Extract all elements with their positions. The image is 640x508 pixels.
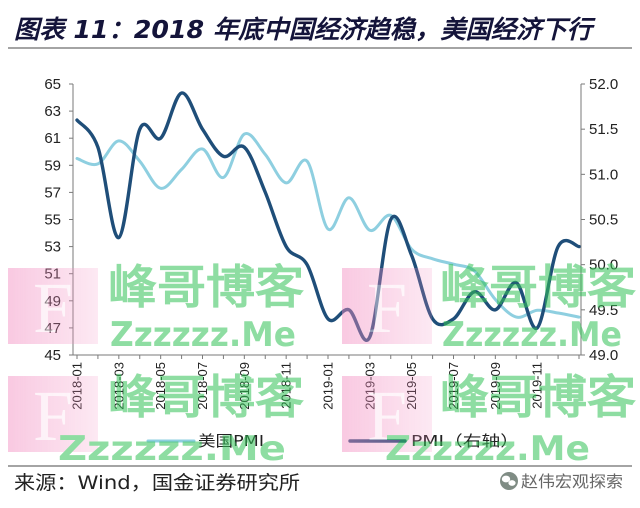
y-right-tick-label: 49.0 — [589, 347, 618, 364]
us-pmi-point — [430, 256, 435, 261]
pmi-right-axis-point — [409, 253, 414, 258]
y-right-tick-label: 51.5 — [589, 121, 618, 138]
watermark-letter: F — [33, 268, 73, 348]
watermark-text: 峰哥博客 — [108, 260, 304, 314]
y-right-tick-label: 51.0 — [589, 166, 618, 183]
x-tick-label: 2019-09 — [488, 362, 503, 410]
brand: 赵伟宏观探索 — [500, 472, 623, 491]
x-tick-label: 2019-01 — [321, 362, 336, 410]
watermark: F 峰哥博客 Zzzzzz.Me — [342, 370, 636, 469]
watermark-site: Zzzzzz.Me — [442, 315, 622, 355]
us-pmi-point — [116, 138, 121, 143]
pmi-right-axis-point — [179, 91, 184, 96]
pmi-right-axis-point — [284, 244, 289, 249]
watermark-letter: F — [367, 376, 407, 456]
pmi-right-axis-point — [116, 235, 121, 240]
pmi-right-axis-point — [263, 190, 268, 195]
axes-layer: 454749515355575961636549.049.550.050.551… — [44, 76, 618, 410]
us-pmi-point — [95, 161, 100, 166]
x-tick-label: 2018-09 — [237, 362, 252, 410]
pmi-right-axis-point — [577, 244, 582, 249]
legend: 美国PMI PMI（右轴） — [146, 432, 519, 450]
pmi-right-axis-point — [137, 127, 142, 132]
watermark-text: 峰哥博客 — [440, 260, 636, 314]
pmi-right-axis-point — [556, 244, 561, 249]
x-tick-label: 2018-07 — [195, 362, 210, 410]
pmi-right-axis-point — [326, 316, 331, 321]
y-left-tick-label: 57 — [44, 184, 61, 201]
us-pmi-point — [200, 147, 205, 152]
pmi-right-axis-point — [388, 217, 393, 222]
y-right-tick-label: 50.0 — [589, 257, 618, 274]
y-left-tick-label: 65 — [44, 76, 61, 93]
x-tick-label: 2018-11 — [279, 362, 294, 409]
watermark-box — [8, 268, 98, 344]
y-right-tick-label: 52.0 — [589, 76, 618, 93]
watermark-text: 峰哥博客 — [440, 370, 636, 424]
source-note: 来源：Wind，国金证券研究所 — [14, 472, 300, 494]
watermark-letter: F — [33, 376, 73, 456]
pmi-right-axis-point — [221, 154, 226, 159]
watermark: F 峰哥博客 Zzzzzz.Me — [8, 370, 304, 469]
us-pmi-point — [284, 180, 289, 185]
chart-title: 图表 11：2018 年底中国经济趋稳，美国经济下行 — [14, 15, 596, 44]
watermark-text: 峰哥博客 — [108, 370, 304, 424]
us-pmi-point — [221, 175, 226, 180]
series-layer — [75, 91, 582, 342]
y-left-tick-label: 63 — [44, 103, 61, 120]
us-pmi-point — [158, 186, 163, 191]
pmi-right-axis-point — [75, 118, 80, 123]
us-pmi-point — [75, 156, 80, 161]
y-left-tick-label: 59 — [44, 157, 61, 174]
y-right-tick-label: 50.5 — [589, 212, 618, 229]
watermark-site: Zzzzzz.Me — [110, 315, 296, 355]
watermark-letter: F — [367, 268, 407, 348]
y-right-tick-label: 49.5 — [589, 302, 618, 319]
watermark-box — [342, 376, 432, 452]
us-pmi-point — [367, 228, 372, 233]
pmi-right-axis-point — [242, 145, 247, 150]
legend-label-pmi-right-axis: PMI（右轴） — [411, 432, 519, 450]
y-left-tick-label: 45 — [44, 347, 61, 364]
x-tick-label: 2018-05 — [153, 362, 168, 410]
pmi-right-axis-point — [158, 136, 163, 141]
y-left-tick-label: 53 — [44, 239, 61, 256]
watermark-box — [8, 376, 98, 452]
y-left-tick-label: 61 — [44, 130, 61, 147]
pmi-right-axis-point — [305, 262, 310, 267]
y-left-tick-label: 55 — [44, 212, 61, 229]
pmi-right-axis-point — [95, 145, 100, 150]
watermark-site: Zzzzzz.Me — [58, 429, 286, 469]
us-pmi-point — [137, 159, 142, 164]
us-pmi-point — [242, 132, 247, 137]
us-pmi-point — [326, 227, 331, 232]
legend-label-us-pmi: 美国PMI — [198, 432, 264, 450]
x-tick-label: 2019-07 — [446, 362, 461, 410]
x-tick-label: 2018-03 — [111, 362, 126, 410]
us-pmi-point — [179, 167, 184, 172]
brand-name: 赵伟宏观探索 — [521, 472, 623, 491]
watermark-site: Zzzzzz.Me — [385, 429, 590, 469]
us-pmi-point — [305, 159, 310, 164]
series-pmi-right-axis — [75, 91, 582, 342]
watermark-box — [342, 268, 432, 344]
pmi-right-axis-point — [200, 127, 205, 132]
series-us-pmi — [75, 132, 581, 319]
series-pmi-right-axis-line — [75, 91, 581, 342]
wechat-icon — [500, 472, 518, 490]
us-pmi-point — [346, 195, 351, 200]
x-tick-label: 2019-11 — [530, 362, 545, 409]
us-pmi-point — [263, 152, 268, 157]
series-us-pmi-line — [75, 132, 581, 319]
